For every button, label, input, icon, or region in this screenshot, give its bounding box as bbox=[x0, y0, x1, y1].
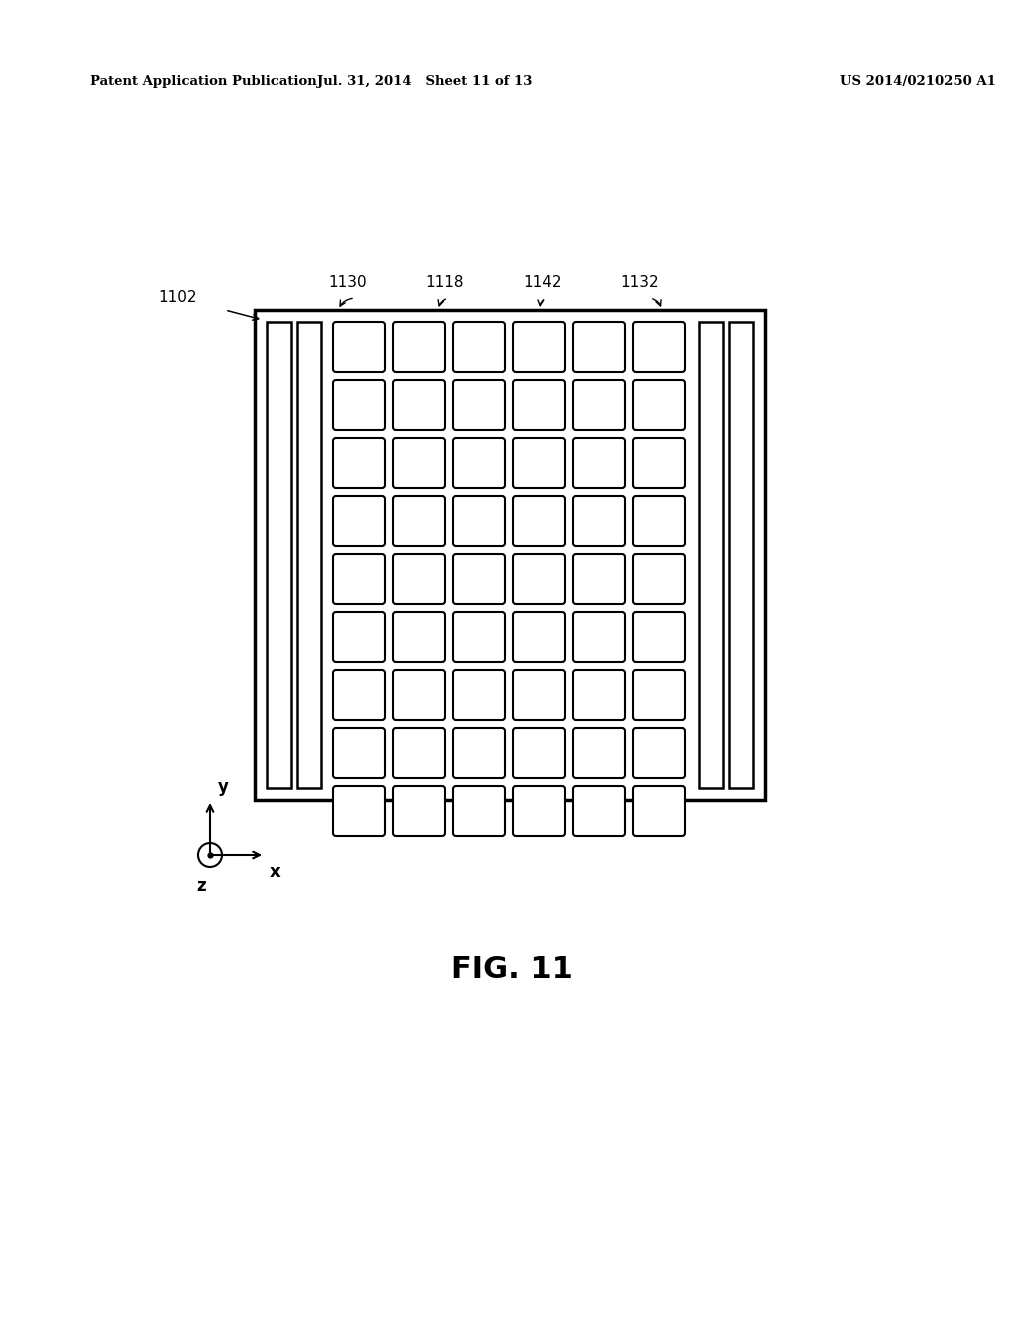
FancyBboxPatch shape bbox=[633, 496, 685, 546]
FancyBboxPatch shape bbox=[633, 554, 685, 605]
Bar bbox=[255, 310, 765, 800]
FancyBboxPatch shape bbox=[393, 496, 445, 546]
FancyBboxPatch shape bbox=[333, 785, 385, 836]
FancyBboxPatch shape bbox=[513, 785, 565, 836]
FancyBboxPatch shape bbox=[573, 785, 625, 836]
FancyBboxPatch shape bbox=[333, 438, 385, 488]
FancyBboxPatch shape bbox=[453, 554, 505, 605]
FancyBboxPatch shape bbox=[633, 322, 685, 372]
FancyBboxPatch shape bbox=[333, 554, 385, 605]
FancyBboxPatch shape bbox=[513, 671, 565, 719]
FancyBboxPatch shape bbox=[633, 612, 685, 663]
FancyBboxPatch shape bbox=[513, 729, 565, 777]
Bar bbox=[729, 322, 753, 788]
FancyBboxPatch shape bbox=[333, 496, 385, 546]
FancyBboxPatch shape bbox=[573, 380, 625, 430]
FancyBboxPatch shape bbox=[573, 612, 625, 663]
Text: x: x bbox=[270, 863, 281, 880]
Text: 1102: 1102 bbox=[159, 290, 197, 305]
Text: 1132: 1132 bbox=[621, 275, 659, 290]
FancyBboxPatch shape bbox=[633, 380, 685, 430]
FancyBboxPatch shape bbox=[393, 785, 445, 836]
Bar bbox=[699, 322, 723, 788]
FancyBboxPatch shape bbox=[513, 380, 565, 430]
FancyBboxPatch shape bbox=[333, 380, 385, 430]
FancyBboxPatch shape bbox=[573, 554, 625, 605]
FancyBboxPatch shape bbox=[333, 671, 385, 719]
Text: 1118: 1118 bbox=[426, 275, 464, 290]
FancyBboxPatch shape bbox=[453, 671, 505, 719]
Text: z: z bbox=[196, 876, 206, 895]
FancyBboxPatch shape bbox=[453, 380, 505, 430]
Text: y: y bbox=[218, 777, 229, 796]
FancyBboxPatch shape bbox=[333, 729, 385, 777]
FancyBboxPatch shape bbox=[333, 322, 385, 372]
FancyBboxPatch shape bbox=[453, 729, 505, 777]
FancyBboxPatch shape bbox=[333, 612, 385, 663]
FancyBboxPatch shape bbox=[633, 785, 685, 836]
FancyBboxPatch shape bbox=[513, 438, 565, 488]
Bar bbox=[267, 322, 291, 788]
FancyBboxPatch shape bbox=[453, 612, 505, 663]
Text: Patent Application Publication: Patent Application Publication bbox=[90, 75, 316, 88]
FancyBboxPatch shape bbox=[513, 554, 565, 605]
Text: US 2014/0210250 A1: US 2014/0210250 A1 bbox=[840, 75, 996, 88]
FancyBboxPatch shape bbox=[393, 729, 445, 777]
FancyBboxPatch shape bbox=[453, 785, 505, 836]
FancyBboxPatch shape bbox=[453, 496, 505, 546]
FancyBboxPatch shape bbox=[393, 554, 445, 605]
FancyBboxPatch shape bbox=[573, 496, 625, 546]
FancyBboxPatch shape bbox=[393, 612, 445, 663]
FancyBboxPatch shape bbox=[573, 322, 625, 372]
FancyBboxPatch shape bbox=[393, 438, 445, 488]
FancyBboxPatch shape bbox=[633, 438, 685, 488]
FancyBboxPatch shape bbox=[393, 380, 445, 430]
Text: Jul. 31, 2014   Sheet 11 of 13: Jul. 31, 2014 Sheet 11 of 13 bbox=[317, 75, 532, 88]
FancyBboxPatch shape bbox=[513, 322, 565, 372]
FancyBboxPatch shape bbox=[513, 612, 565, 663]
FancyBboxPatch shape bbox=[393, 322, 445, 372]
FancyBboxPatch shape bbox=[573, 671, 625, 719]
FancyBboxPatch shape bbox=[513, 496, 565, 546]
FancyBboxPatch shape bbox=[633, 729, 685, 777]
Text: 1130: 1130 bbox=[329, 275, 368, 290]
Bar bbox=[297, 322, 321, 788]
Text: FIG. 11: FIG. 11 bbox=[451, 956, 573, 985]
FancyBboxPatch shape bbox=[573, 729, 625, 777]
FancyBboxPatch shape bbox=[393, 671, 445, 719]
Text: 1142: 1142 bbox=[523, 275, 562, 290]
FancyBboxPatch shape bbox=[633, 671, 685, 719]
FancyBboxPatch shape bbox=[453, 322, 505, 372]
FancyBboxPatch shape bbox=[573, 438, 625, 488]
FancyBboxPatch shape bbox=[453, 438, 505, 488]
